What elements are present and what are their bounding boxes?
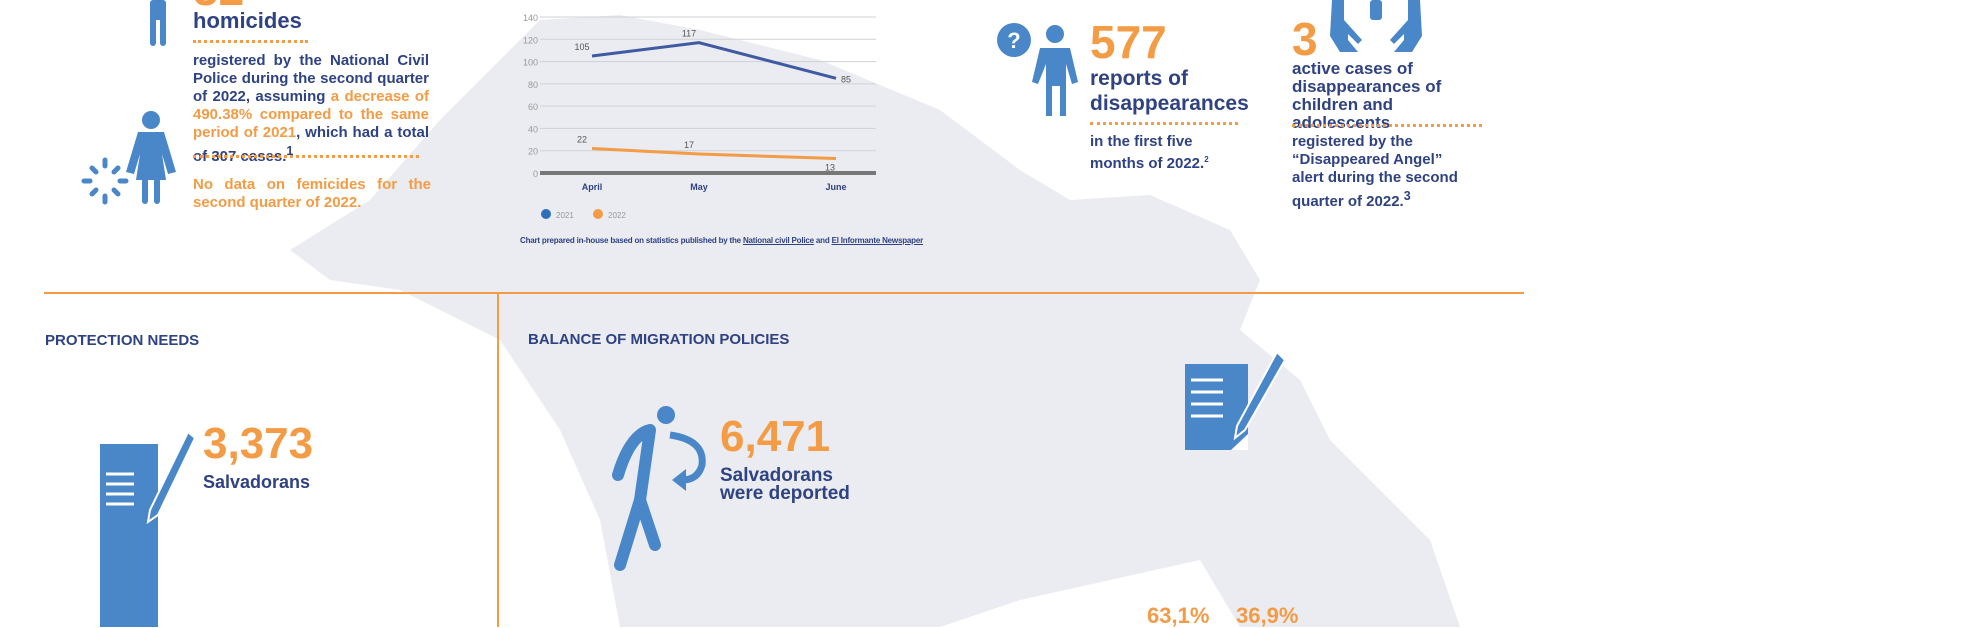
y-tick-label: 120	[523, 35, 538, 45]
section-divider	[44, 292, 1524, 294]
x-tick-label: May	[690, 182, 708, 192]
document-pen-icon	[1185, 350, 1287, 450]
disappearances-label: reports of disappearances	[1090, 67, 1249, 115]
deported-number: 6,471	[720, 412, 831, 461]
deported-label: Salvadorans were deported	[720, 465, 850, 504]
protective-hands-icon	[1330, 0, 1422, 52]
y-tick-label: 20	[528, 147, 538, 157]
children-label: active cases of disappearances of childr…	[1292, 59, 1442, 132]
data-label: 105	[574, 42, 589, 52]
source-link-police[interactable]: National civil Police	[742, 236, 814, 245]
x-tick-label: April	[582, 182, 603, 192]
children-number: 3	[1292, 13, 1318, 65]
data-label: 13	[825, 163, 835, 173]
legend-marker	[593, 209, 603, 219]
femicides-note: No data on femicides for the second quar…	[193, 176, 431, 211]
homicides-line-chart: 0 20 40 60 80 100 120 140 April May June 105 117 85 20…	[523, 13, 876, 220]
divider	[193, 155, 419, 158]
deported-person-icon	[612, 406, 706, 571]
source-link-newspaper[interactable]: El Informante Newspaper	[831, 236, 924, 245]
y-tick-label: 60	[528, 102, 538, 112]
chart-source: Chart prepared in-house based on statist…	[520, 236, 924, 245]
series-line-2021	[591, 41, 837, 80]
document-pen-icon	[100, 430, 197, 627]
migration-title: BALANCE OF MIGRATION POLICIES	[528, 331, 790, 348]
homicides-number: 52	[193, 0, 244, 12]
y-tick-label: 100	[523, 58, 538, 68]
woman-violence-icon	[81, 111, 176, 205]
data-label: 17	[684, 140, 694, 150]
missing-person-icon: ?	[997, 23, 1078, 116]
y-tick-label: 40	[528, 124, 538, 134]
legend-label: 2021	[556, 211, 574, 220]
column-divider	[497, 294, 499, 627]
series-line-2022	[591, 146, 837, 161]
legend-marker	[541, 209, 551, 219]
divider	[1090, 122, 1238, 125]
data-label: 117	[682, 29, 696, 39]
divider	[193, 40, 308, 43]
protection-label: Salvadorans	[203, 472, 311, 492]
homicides-description: registered by the National Civil Police …	[193, 52, 430, 165]
legend-label: 2022	[608, 211, 626, 220]
data-label: 85	[841, 74, 851, 84]
disappearances-description: in the first five months of 2022.2	[1090, 133, 1209, 172]
svg-text:?: ?	[1007, 28, 1020, 53]
homicides-label: homicides	[193, 8, 302, 33]
percent-2: 36,9%	[1236, 603, 1299, 628]
disappearances-number: 577	[1090, 16, 1167, 68]
divider	[1292, 124, 1482, 127]
protection-number: 3,373	[203, 419, 314, 468]
y-tick-label: 140	[523, 13, 538, 23]
data-label: 22	[577, 134, 587, 144]
children-description: registered by the “Disappeared Angel” al…	[1292, 133, 1458, 210]
y-tick-label: 0	[533, 169, 538, 179]
protection-title: PROTECTION NEEDS	[45, 332, 200, 349]
person-icon	[150, 0, 166, 46]
x-tick-label: June	[825, 182, 846, 192]
percent-1: 63,1%	[1147, 603, 1210, 628]
y-tick-label: 80	[528, 80, 538, 90]
